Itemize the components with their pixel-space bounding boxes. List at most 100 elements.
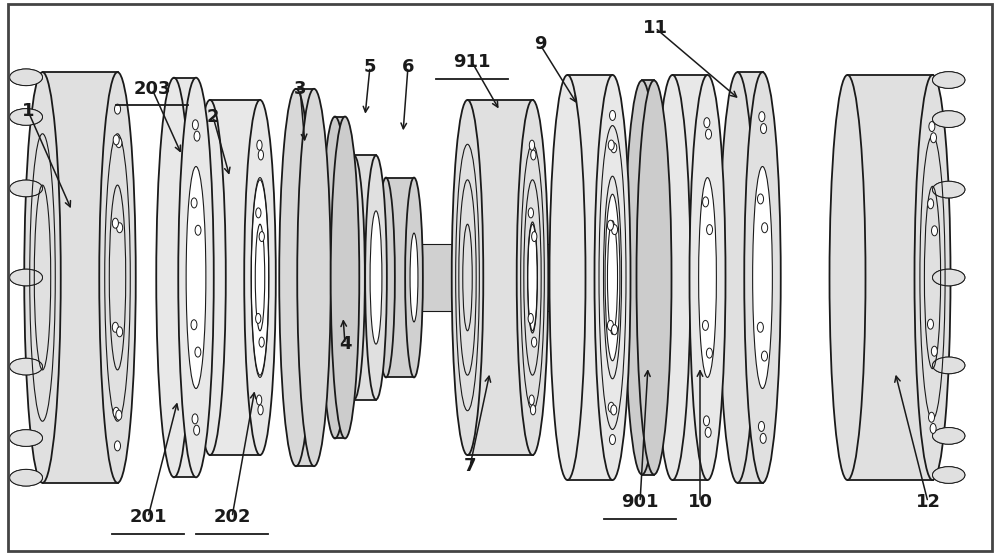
Ellipse shape bbox=[761, 351, 768, 361]
Ellipse shape bbox=[757, 194, 764, 204]
Ellipse shape bbox=[10, 470, 42, 486]
Ellipse shape bbox=[719, 72, 756, 483]
Ellipse shape bbox=[10, 109, 42, 125]
Ellipse shape bbox=[706, 348, 712, 358]
Polygon shape bbox=[210, 100, 260, 455]
Ellipse shape bbox=[932, 467, 965, 483]
Ellipse shape bbox=[10, 269, 42, 286]
Text: 6: 6 bbox=[402, 58, 414, 75]
Ellipse shape bbox=[113, 407, 119, 417]
Ellipse shape bbox=[10, 470, 42, 486]
Ellipse shape bbox=[758, 421, 764, 431]
Ellipse shape bbox=[624, 80, 660, 475]
Ellipse shape bbox=[704, 118, 710, 128]
Ellipse shape bbox=[609, 435, 615, 445]
Polygon shape bbox=[848, 75, 932, 480]
Text: 9: 9 bbox=[534, 36, 546, 53]
Ellipse shape bbox=[117, 223, 123, 233]
Ellipse shape bbox=[707, 225, 713, 235]
Ellipse shape bbox=[761, 124, 767, 134]
Ellipse shape bbox=[194, 100, 226, 455]
Ellipse shape bbox=[932, 181, 965, 198]
Text: 3: 3 bbox=[294, 80, 306, 98]
Ellipse shape bbox=[10, 359, 42, 375]
Ellipse shape bbox=[258, 150, 263, 160]
Ellipse shape bbox=[517, 100, 548, 455]
Ellipse shape bbox=[706, 129, 712, 139]
Text: 4: 4 bbox=[339, 335, 351, 353]
Ellipse shape bbox=[192, 414, 198, 424]
Ellipse shape bbox=[279, 89, 313, 466]
Ellipse shape bbox=[410, 233, 418, 322]
Ellipse shape bbox=[932, 357, 965, 374]
Polygon shape bbox=[386, 178, 414, 377]
Ellipse shape bbox=[607, 320, 613, 330]
Ellipse shape bbox=[932, 427, 965, 444]
Ellipse shape bbox=[10, 180, 42, 196]
Polygon shape bbox=[672, 75, 707, 480]
Ellipse shape bbox=[259, 231, 264, 241]
Ellipse shape bbox=[528, 314, 533, 324]
Ellipse shape bbox=[608, 402, 614, 412]
Ellipse shape bbox=[607, 220, 613, 230]
Ellipse shape bbox=[929, 122, 935, 132]
Ellipse shape bbox=[532, 231, 537, 241]
Polygon shape bbox=[568, 75, 612, 480]
Ellipse shape bbox=[744, 72, 781, 483]
Ellipse shape bbox=[605, 194, 620, 361]
Ellipse shape bbox=[932, 72, 965, 88]
Ellipse shape bbox=[10, 109, 42, 125]
Ellipse shape bbox=[914, 75, 950, 480]
Text: 11: 11 bbox=[642, 19, 668, 37]
Ellipse shape bbox=[932, 269, 965, 286]
Ellipse shape bbox=[753, 166, 772, 388]
Ellipse shape bbox=[932, 226, 938, 236]
Text: 202: 202 bbox=[213, 508, 251, 526]
Text: 901: 901 bbox=[621, 493, 659, 511]
Polygon shape bbox=[340, 244, 640, 311]
Ellipse shape bbox=[927, 319, 933, 329]
Ellipse shape bbox=[112, 218, 118, 228]
Ellipse shape bbox=[194, 131, 200, 141]
Ellipse shape bbox=[186, 166, 206, 388]
Polygon shape bbox=[642, 80, 654, 475]
Ellipse shape bbox=[702, 320, 708, 330]
Ellipse shape bbox=[256, 314, 261, 324]
Ellipse shape bbox=[611, 143, 617, 153]
Text: 10: 10 bbox=[688, 493, 712, 511]
Ellipse shape bbox=[529, 395, 534, 405]
Ellipse shape bbox=[636, 80, 672, 475]
Ellipse shape bbox=[689, 75, 725, 480]
Polygon shape bbox=[468, 100, 532, 455]
Ellipse shape bbox=[760, 433, 766, 443]
Ellipse shape bbox=[550, 75, 586, 480]
Ellipse shape bbox=[608, 140, 614, 150]
Ellipse shape bbox=[637, 244, 643, 311]
Ellipse shape bbox=[377, 178, 395, 377]
Polygon shape bbox=[42, 72, 118, 483]
Ellipse shape bbox=[699, 178, 716, 377]
Ellipse shape bbox=[191, 198, 197, 208]
Ellipse shape bbox=[370, 211, 382, 344]
Polygon shape bbox=[354, 155, 376, 400]
Ellipse shape bbox=[612, 225, 618, 235]
Ellipse shape bbox=[10, 269, 42, 286]
Ellipse shape bbox=[928, 199, 934, 209]
Ellipse shape bbox=[24, 72, 61, 483]
Ellipse shape bbox=[705, 427, 711, 437]
Ellipse shape bbox=[191, 320, 197, 330]
Ellipse shape bbox=[10, 180, 42, 196]
Ellipse shape bbox=[932, 181, 965, 198]
Ellipse shape bbox=[932, 111, 965, 128]
Ellipse shape bbox=[529, 140, 535, 150]
Ellipse shape bbox=[117, 327, 123, 337]
Ellipse shape bbox=[244, 100, 276, 455]
Ellipse shape bbox=[757, 322, 763, 332]
Ellipse shape bbox=[931, 346, 937, 356]
Ellipse shape bbox=[405, 178, 423, 377]
Ellipse shape bbox=[10, 69, 42, 85]
Ellipse shape bbox=[654, 75, 690, 480]
Ellipse shape bbox=[251, 178, 269, 377]
Polygon shape bbox=[335, 117, 345, 438]
Ellipse shape bbox=[594, 75, 630, 480]
